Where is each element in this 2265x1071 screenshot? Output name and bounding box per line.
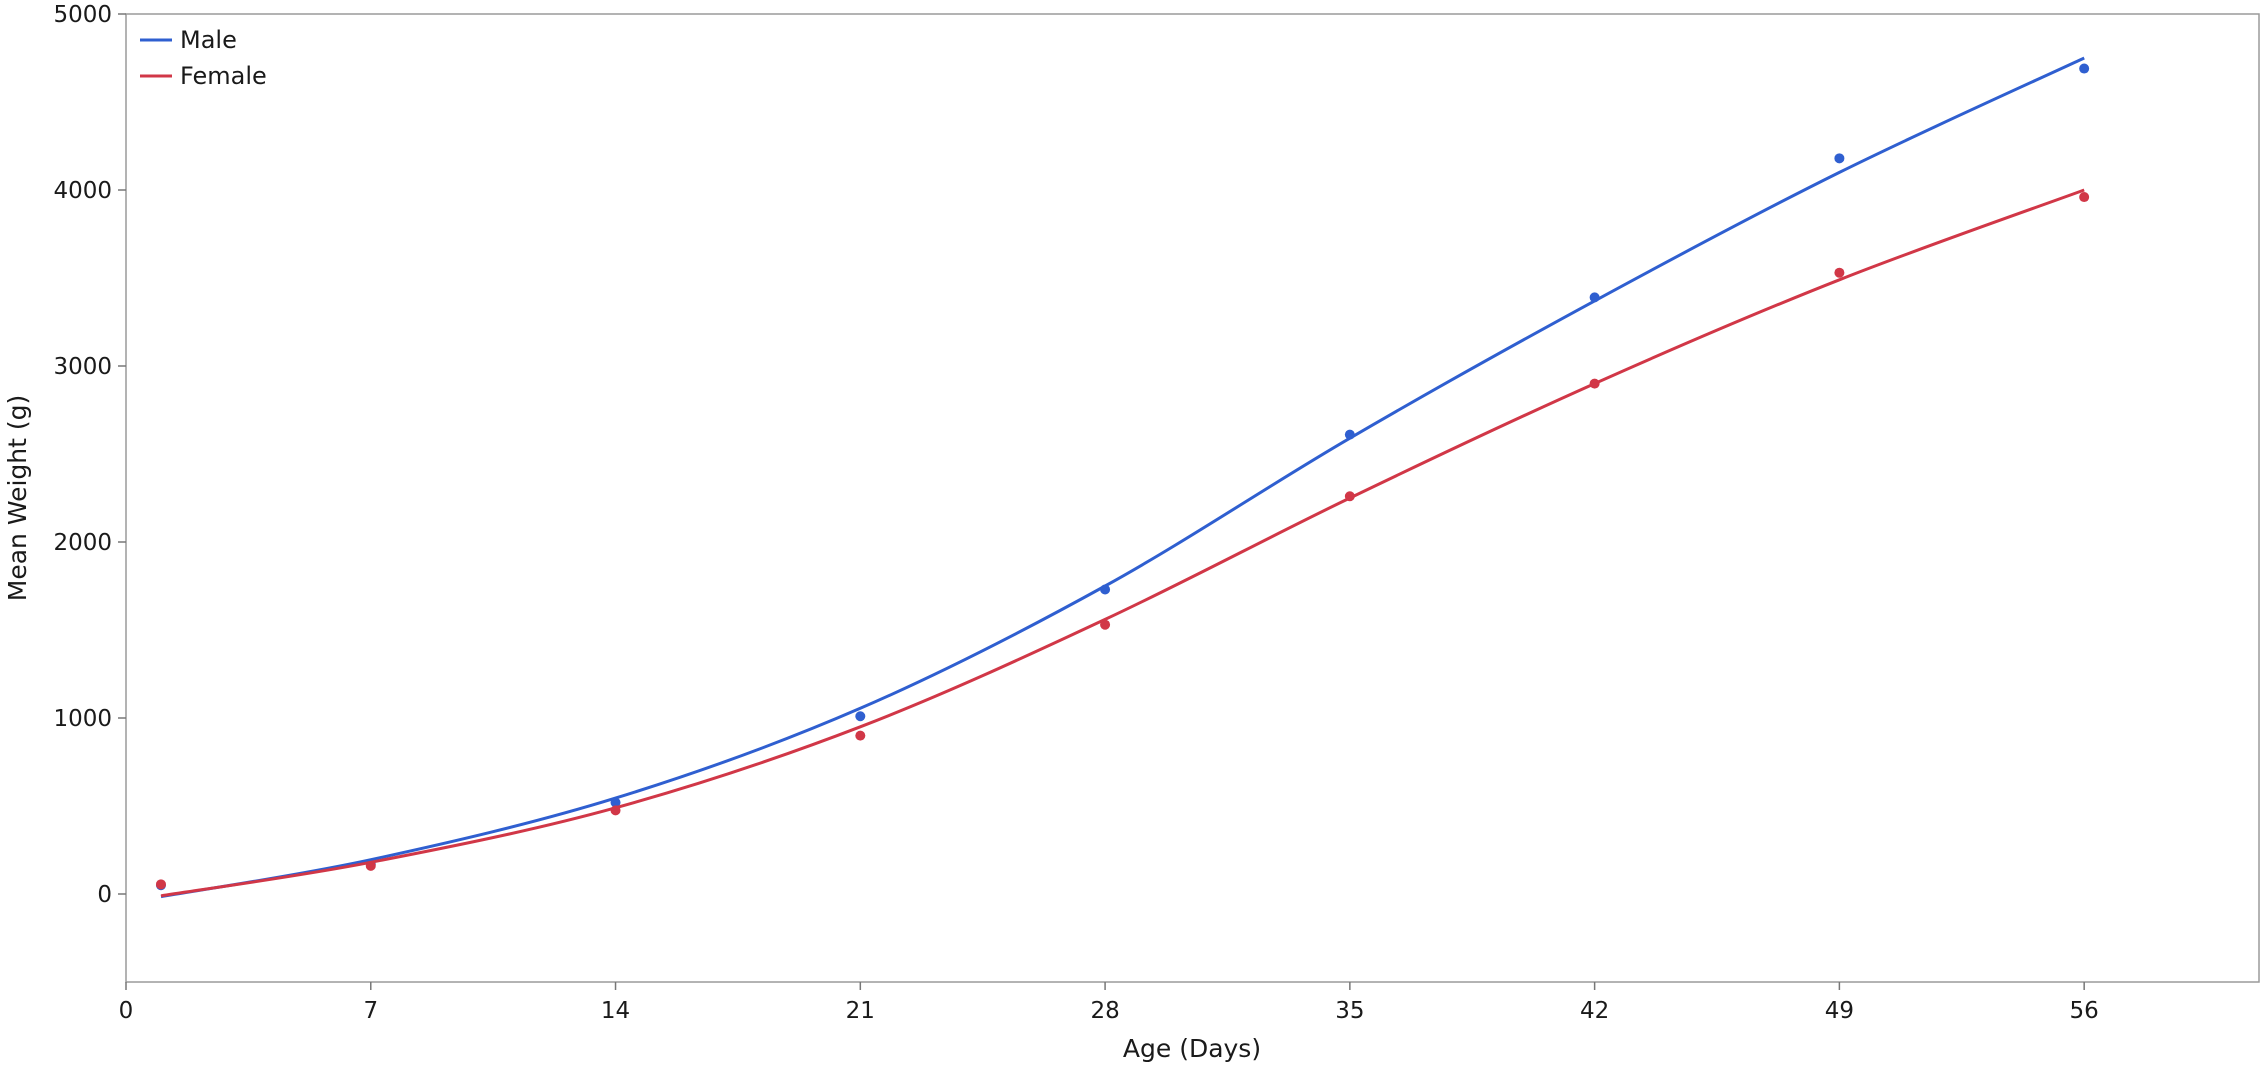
y-axis-title: Mean Weight (g) — [3, 395, 32, 601]
data-point-male — [2079, 63, 2090, 74]
data-point-female — [1100, 619, 1111, 630]
x-tick-label: 28 — [1090, 998, 1119, 1024]
fit-line-female — [160, 188, 2085, 898]
series-male — [155, 56, 2090, 899]
x-tick-label: 21 — [846, 998, 875, 1024]
x-tick-label: 7 — [363, 998, 378, 1024]
x-tick-label: 0 — [119, 998, 134, 1024]
y-tick-label: 3000 — [53, 354, 112, 380]
plot-frame — [125, 13, 2260, 983]
data-point-male — [610, 797, 621, 808]
y-axis: 0 1000 2000 3000 4000 5000 — [53, 2, 126, 908]
data-point-male — [1100, 584, 1111, 595]
data-point-female — [155, 879, 166, 890]
x-tick-label: 56 — [2070, 998, 2099, 1024]
series-layer — [155, 56, 2090, 899]
data-point-male — [1344, 429, 1355, 440]
x-tick-label: 14 — [601, 998, 630, 1024]
plot-area — [125, 13, 2260, 983]
data-point-female — [1589, 378, 1600, 389]
x-axis-title: Age (Days) — [1123, 1034, 1261, 1063]
data-point-female — [855, 730, 866, 741]
y-tick-label: 1000 — [53, 706, 112, 732]
data-point-female — [365, 860, 376, 871]
y-tick-label: 4000 — [53, 178, 112, 204]
x-tick-label: 42 — [1580, 998, 1609, 1024]
data-point-male — [855, 711, 866, 722]
x-tick-label: 49 — [1825, 998, 1854, 1024]
legend-label-male: Male — [180, 26, 237, 54]
x-axis: 0 7 14 21 28 35 42 49 56 — [119, 982, 2099, 1024]
legend: Male Female — [140, 26, 267, 90]
data-point-female — [1344, 491, 1355, 502]
series-female — [155, 188, 2090, 898]
x-tick-label: 35 — [1335, 998, 1364, 1024]
data-point-female — [2079, 192, 2090, 203]
y-tick-label: 0 — [97, 882, 112, 908]
fit-line-male — [160, 56, 2085, 899]
y-tick-label: 2000 — [53, 530, 112, 556]
data-point-male — [1589, 292, 1600, 303]
legend-label-female: Female — [180, 62, 267, 90]
data-point-female — [1834, 267, 1845, 278]
y-tick-label: 5000 — [53, 2, 112, 28]
data-point-male — [1834, 153, 1845, 164]
data-point-female — [610, 805, 621, 816]
